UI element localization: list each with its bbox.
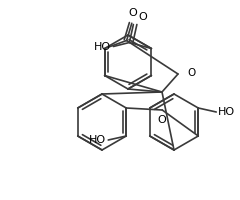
Text: HO: HO	[218, 107, 235, 117]
Text: O: O	[138, 11, 147, 21]
Text: O: O	[187, 68, 195, 78]
Text: HO: HO	[89, 135, 106, 145]
Text: HO: HO	[94, 42, 111, 51]
Text: O: O	[128, 8, 137, 18]
Text: O: O	[158, 115, 167, 125]
